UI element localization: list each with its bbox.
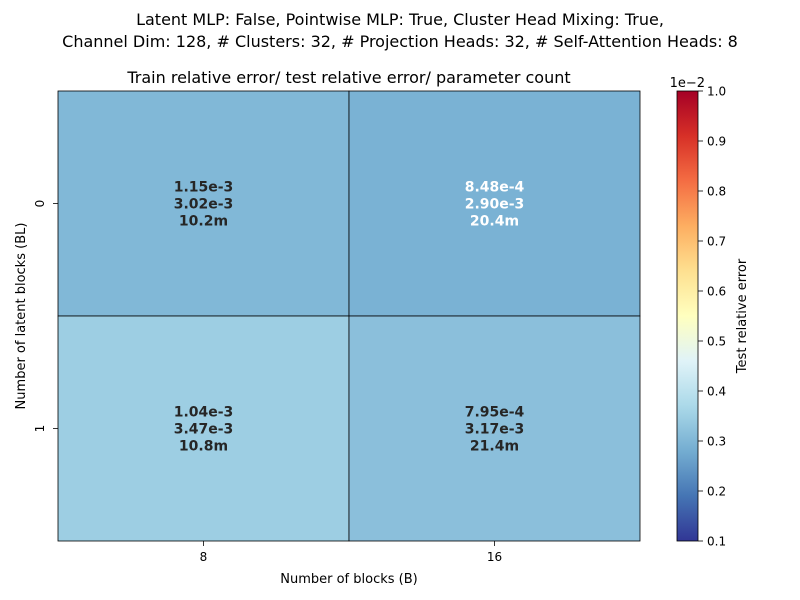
- colorbar-tick-label: 0.3: [707, 435, 726, 449]
- colorbar-tick-label: 0.4: [707, 385, 726, 399]
- y-tick-label: 1: [33, 425, 47, 433]
- y-axis-label: Number of latent blocks (BL): [14, 223, 29, 410]
- cell-label-train-error: 7.95e-4: [465, 405, 525, 421]
- cell-label-test-error: 3.47e-3: [174, 422, 234, 438]
- cell-label-train-error: 1.15e-3: [174, 180, 234, 196]
- colorbar-tick-label: 0.5: [707, 335, 726, 349]
- colorbar-tick-label: 0.6: [707, 285, 726, 299]
- colorbar-frame: [676, 90, 699, 542]
- x-tick-label: 8: [200, 550, 208, 564]
- chart-title: Train relative error/ test relative erro…: [126, 68, 570, 87]
- x-axis-label: Number of blocks (B): [280, 572, 417, 587]
- y-axis: 01: [33, 200, 58, 433]
- cell-label-test-error: 3.02e-3: [174, 197, 234, 213]
- heatmap-cell: [348, 90, 641, 317]
- colorbar-tick-label: 0.7: [707, 235, 726, 249]
- colorbar: 1e−2 0.1 0.2 0.3 0.4 0.5 0.6 0.7 0.8 0.9 1.0 Test…: [670, 76, 750, 549]
- cell-label-test-error: 3.17e-3: [465, 422, 525, 438]
- cell-label-train-error: 8.48e-4: [465, 180, 525, 196]
- colorbar-tick-label: 0.8: [707, 185, 726, 199]
- colorbar-ticks: 0.1 0.2 0.3 0.4 0.5 0.6 0.7 0.8 0.9 1.0: [698, 85, 726, 549]
- heatmap-cell: [348, 315, 641, 542]
- heatmap-cells: 1.15e-33.02e-310.2m 8.48e-42.90e-320.4m 1.…: [57, 90, 641, 542]
- suptitle-line-2: Channel Dim: 128, # Clusters: 32, # Proj…: [62, 32, 738, 51]
- cell-label-params: 10.8m: [179, 439, 228, 455]
- suptitle-line-1: Latent MLP: False, Pointwise MLP: True, …: [136, 10, 664, 29]
- cell-label-train-error: 1.04e-3: [174, 405, 234, 421]
- colorbar-tick-label: 0.2: [707, 485, 726, 499]
- cell-label-params: 21.4m: [470, 439, 519, 455]
- x-axis: 8 16: [200, 541, 502, 564]
- colorbar-tick-label: 0.9: [707, 135, 726, 149]
- x-tick-label: 16: [487, 550, 502, 564]
- cell-label-params: 20.4m: [470, 214, 519, 230]
- colorbar-gradient: [677, 91, 698, 541]
- colorbar-multiplier: 1e−2: [670, 76, 705, 91]
- heatmap-cell: [57, 315, 350, 542]
- colorbar-label: Test relative error: [735, 258, 750, 374]
- heatmap-cell: [57, 90, 350, 317]
- cell-label-params: 10.2m: [179, 214, 228, 230]
- colorbar-tick-label: 0.1: [707, 535, 726, 549]
- y-tick-label: 0: [33, 200, 47, 208]
- cell-label-test-error: 2.90e-3: [465, 197, 525, 213]
- colorbar-tick-label: 1.0: [707, 85, 726, 99]
